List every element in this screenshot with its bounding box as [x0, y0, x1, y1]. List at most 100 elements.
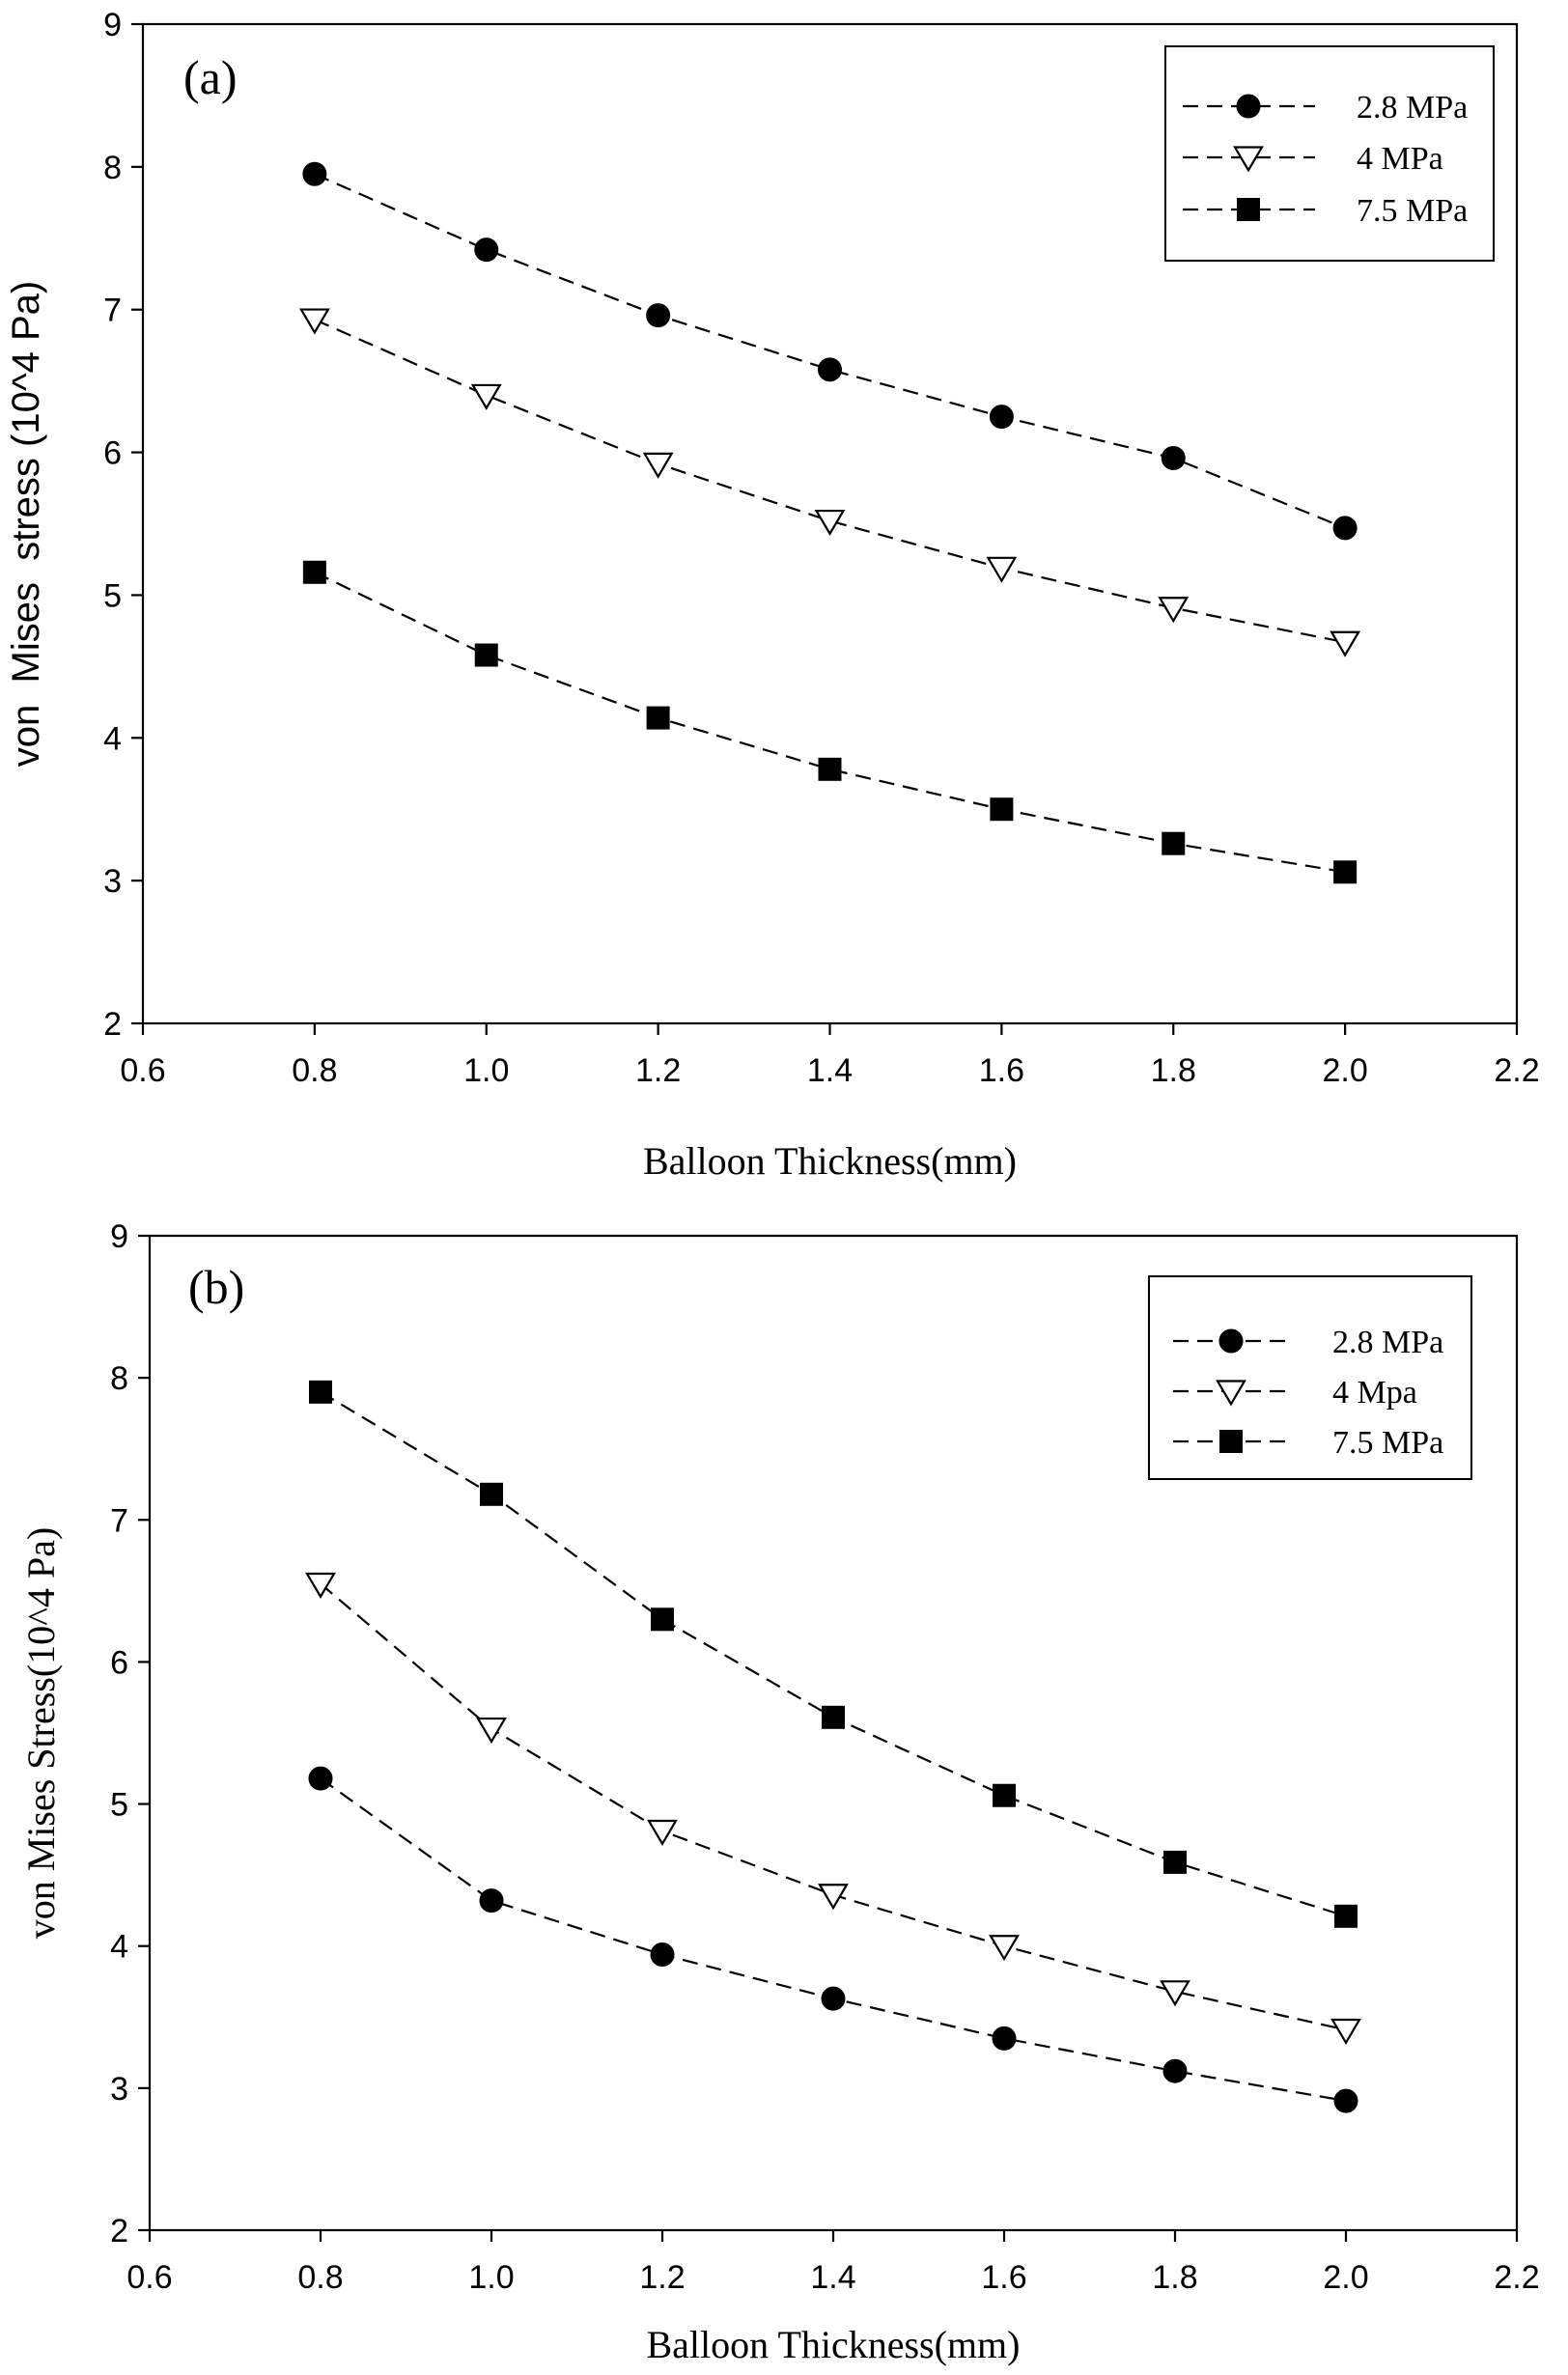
- y-tick-label-0-5: 7: [103, 293, 122, 329]
- data-point-s2-p4: [993, 1783, 1016, 1807]
- legend-marker-1: [1233, 146, 1264, 173]
- data-point-s1-p1: [476, 1717, 507, 1745]
- legend-marker-1: [1216, 1380, 1246, 1407]
- legend-label-0-0: 2.8 MPa: [1357, 90, 1468, 126]
- data-point-s1-p5: [1160, 1980, 1190, 2007]
- data-point-s2-p2: [646, 706, 670, 730]
- data-point-s1-p4: [989, 1935, 1020, 1962]
- data-point-s2-p6: [1333, 860, 1358, 884]
- x-tick-label-0-3: 1.2: [635, 1052, 681, 1089]
- data-point-s0-p4: [992, 2026, 1017, 2051]
- data-point-s0-p1: [474, 238, 499, 263]
- y-axis-title-1: von Mises Stress(10^4 Pa): [19, 1527, 63, 1940]
- y-tick-label-1-7: 9: [110, 1218, 128, 1255]
- y-tick-label-1-0: 2: [110, 2213, 128, 2249]
- legend-marker-0: [1236, 94, 1261, 119]
- y-axis-title-0: von Mises stress (10^4 Pa): [5, 281, 47, 767]
- data-point-s0-p0: [302, 161, 327, 186]
- data-point-s2-p5: [1162, 831, 1186, 855]
- y-tick-label-1-3: 5: [110, 1787, 128, 1824]
- y-tick-label-0-0: 2: [103, 1006, 122, 1043]
- data-point-s2-p6: [1334, 1904, 1358, 1928]
- data-point-s2-p1: [480, 1482, 503, 1506]
- data-point-s2-p3: [822, 1705, 845, 1729]
- y-tick-label-1-1: 3: [110, 2071, 128, 2108]
- data-point-s2-p0: [302, 560, 326, 584]
- x-tick-label-0-2: 1.0: [463, 1052, 509, 1089]
- data-point-s0-p3: [821, 1986, 846, 2011]
- y-tick-label-1-6: 8: [110, 1360, 128, 1397]
- data-point-s0-p2: [650, 1942, 675, 1968]
- data-point-s2-p5: [1163, 1850, 1187, 1874]
- series-line-1-0: [320, 1777, 1347, 2103]
- x-tick-label-1-5: 1.6: [981, 2259, 1026, 2296]
- y-tick-label-0-1: 3: [103, 863, 122, 900]
- x-tick-label-0-1: 0.8: [292, 1052, 337, 1089]
- data-point-s0-p5: [1161, 445, 1186, 470]
- legend-label-1-2: 7.5 MPa: [1332, 1425, 1443, 1461]
- x-tick-label-0-6: 1.8: [1151, 1052, 1196, 1089]
- x-tick-label-0-8: 2.2: [1494, 1052, 1539, 1089]
- panel-b-chart: 0.6 0.8 1.0 1.2 1.4 1.6 1.8 2.0 2.2 2 3 4 5 6 7 8 9 Ballo…: [19, 1218, 1540, 2366]
- data-point-s1-p2: [647, 1819, 678, 1846]
- x-tick-label-1-6: 1.8: [1152, 2259, 1197, 2296]
- series-line-0-2: [314, 571, 1346, 874]
- data-point-s0-p6: [1332, 516, 1358, 541]
- x-tick-label-1-8: 2.2: [1494, 2259, 1539, 2296]
- data-point-s1-p0: [305, 1572, 336, 1599]
- data-point-s1-p4: [986, 556, 1018, 583]
- legend-box-1: [1148, 1275, 1472, 1480]
- legend-label-0-1: 4 MPa: [1357, 141, 1443, 177]
- data-point-s2-p4: [990, 797, 1014, 822]
- data-point-s0-p4: [989, 405, 1014, 430]
- legend-label-1-0: 2.8 MPa: [1332, 1325, 1443, 1360]
- data-point-s0-p1: [479, 1888, 504, 1914]
- legend-marker-2: [1219, 1430, 1243, 1453]
- legend-label-0-2: 7.5 MPa: [1357, 193, 1468, 229]
- data-point-s1-p2: [642, 452, 674, 479]
- x-tick-label-1-3: 1.2: [639, 2259, 685, 2296]
- x-axis-title-0: Balloon Thickness(mm): [643, 1139, 1017, 1183]
- panel-label-0: (a): [183, 50, 238, 104]
- data-point-s0-p6: [1333, 2088, 1358, 2113]
- panel-a-chart: 0.6 0.8 1.0 1.2 1.4 1.6 1.8 2.0 2.2 2 3 4 5 6 7 8 9 Ballo…: [5, 7, 1540, 1183]
- data-point-s0-p2: [646, 303, 671, 328]
- legend-marker-2: [1237, 198, 1260, 221]
- x-tick-label-0-7: 2.0: [1322, 1052, 1367, 1089]
- legend-label-1-1: 4 Mpa: [1332, 1375, 1417, 1411]
- legend-marker-0: [1218, 1328, 1244, 1354]
- data-point-s1-p5: [1158, 597, 1190, 624]
- data-point-s0-p5: [1162, 2058, 1188, 2083]
- x-tick-label-1-2: 1.0: [468, 2259, 514, 2296]
- legend-box-0: [1164, 45, 1495, 262]
- x-axis-title-1: Balloon Thickness(mm): [647, 2323, 1021, 2366]
- y-tick-label-0-4: 6: [103, 435, 122, 472]
- x-tick-label-1-7: 2.0: [1323, 2259, 1368, 2296]
- y-tick-label-1-2: 4: [110, 1929, 128, 1966]
- x-tick-label-1-4: 1.4: [810, 2259, 855, 2296]
- data-point-s1-p0: [298, 308, 330, 335]
- x-tick-label-1-0: 0.6: [126, 2259, 172, 2296]
- y-tick-label-0-6: 8: [103, 150, 122, 186]
- x-tick-label-1-1: 0.8: [297, 2259, 343, 2296]
- y-tick-label-0-2: 4: [103, 720, 122, 757]
- x-tick-label-0-5: 1.6: [979, 1052, 1024, 1089]
- panel-label-1: (b): [188, 1260, 244, 1314]
- data-point-s2-p3: [818, 757, 842, 781]
- x-tick-label-0-4: 1.4: [807, 1052, 853, 1089]
- data-point-s1-p3: [818, 1884, 849, 1911]
- data-point-s2-p0: [309, 1380, 332, 1404]
- data-point-s2-p2: [651, 1607, 674, 1632]
- x-tick-label-0-0: 0.6: [120, 1052, 165, 1089]
- data-point-s1-p3: [814, 509, 846, 537]
- series-line-1-1: [320, 1582, 1347, 2031]
- data-point-s1-p6: [1330, 2018, 1361, 2045]
- data-point-s1-p1: [470, 383, 502, 410]
- data-point-s0-p3: [818, 357, 842, 382]
- y-tick-label-1-5: 7: [110, 1502, 128, 1539]
- data-point-s0-p0: [308, 1766, 333, 1791]
- data-point-s1-p6: [1330, 630, 1361, 657]
- y-tick-label-0-3: 5: [103, 577, 122, 614]
- data-point-s2-p1: [474, 643, 498, 667]
